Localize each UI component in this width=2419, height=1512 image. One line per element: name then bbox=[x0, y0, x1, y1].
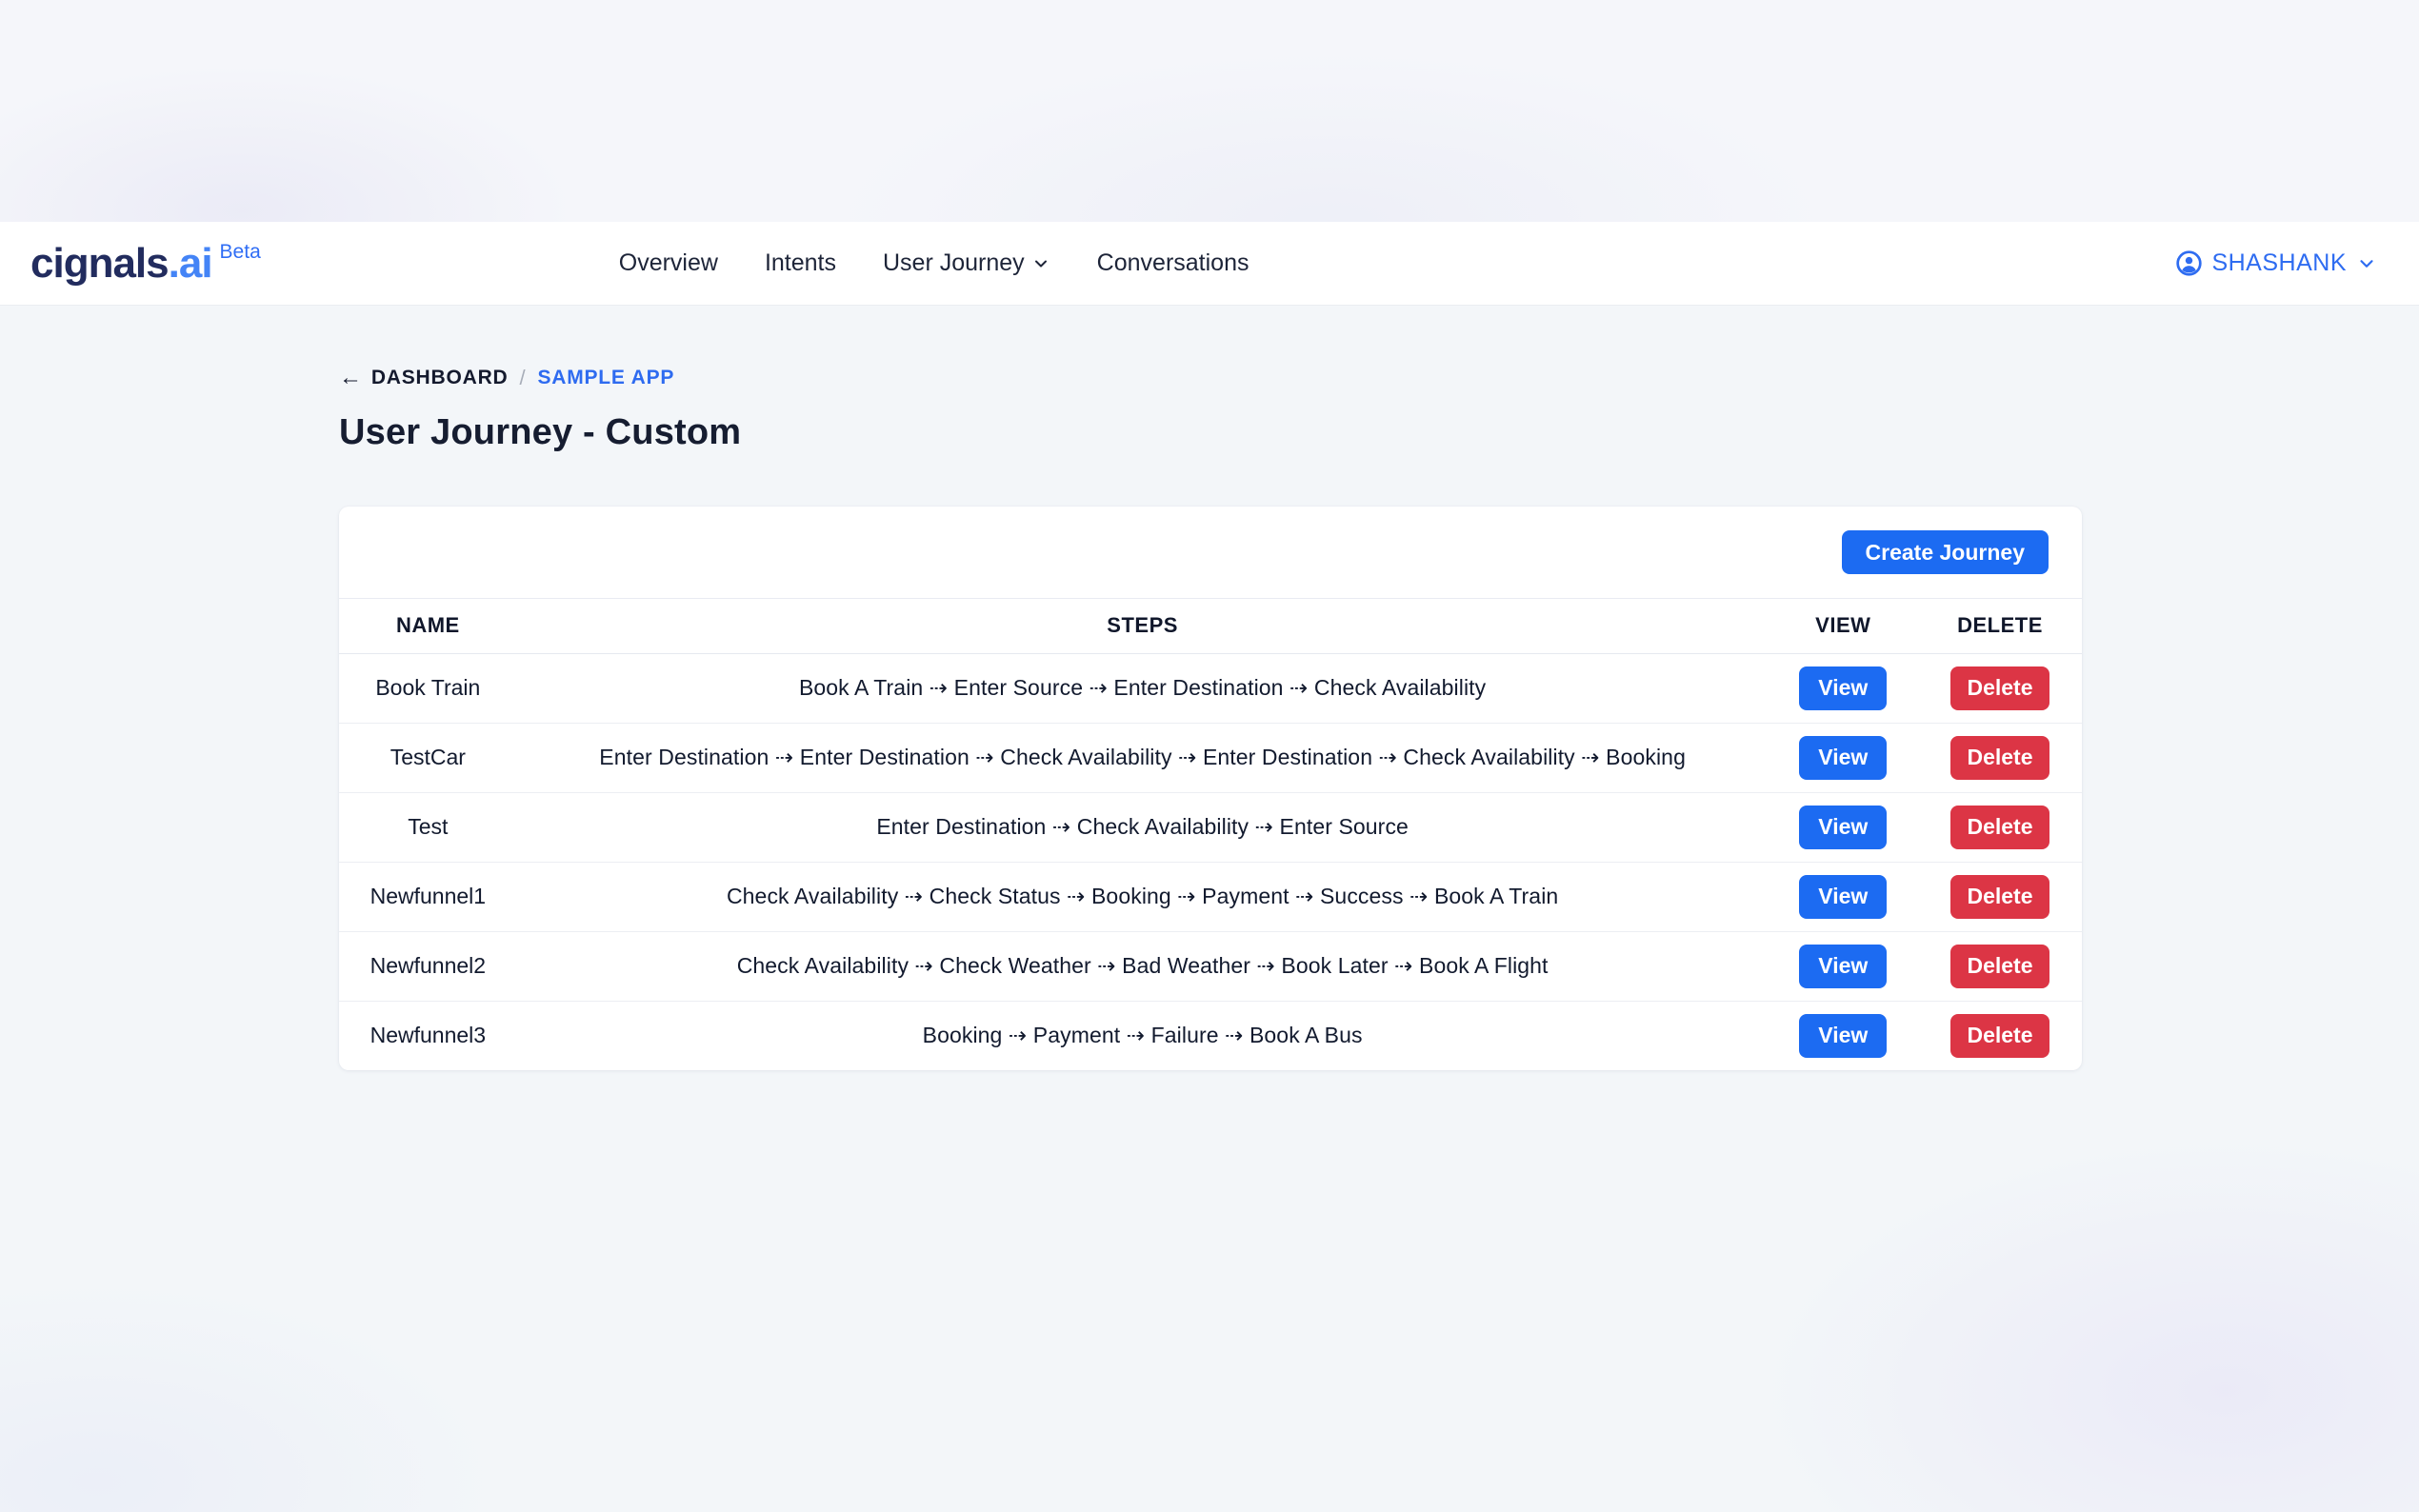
create-journey-button[interactable]: Create Journey bbox=[1841, 530, 2049, 574]
view-button[interactable]: View bbox=[1799, 1013, 1888, 1058]
journey-name: Newfunnel3 bbox=[370, 1023, 487, 1048]
nav-item-conversations[interactable]: Conversations bbox=[1097, 249, 1249, 277]
nav-item-label: Intents bbox=[764, 249, 836, 276]
table-row: Book Train Book A Train ⇢ Enter Source ⇢… bbox=[339, 653, 2082, 724]
user-menu[interactable]: SHASHANK bbox=[2176, 249, 2377, 277]
journey-steps: Check Availability ⇢ Check Weather ⇢ Bad… bbox=[516, 931, 1769, 1002]
journeys-table: NAME STEPS VIEW DELETE Book Train Book A… bbox=[339, 599, 2082, 1070]
journey-name: Book Train bbox=[339, 653, 517, 724]
user-avatar-icon bbox=[2176, 250, 2203, 276]
table-row: TestCar Enter Destination ⇢ Enter Destin… bbox=[339, 723, 2082, 793]
back-arrow-icon: ← bbox=[339, 365, 363, 390]
view-button[interactable]: View bbox=[1799, 666, 1888, 710]
journeys-card: Create Journey NAME STEPS VIEW DELETE Bo… bbox=[339, 507, 2082, 1070]
column-header-steps: STEPS bbox=[516, 599, 1769, 654]
table-row: Newfunnel1 Check Availability ⇢ Check St… bbox=[339, 862, 2082, 932]
nav-item-label: User Journey bbox=[883, 249, 1025, 276]
delete-button[interactable]: Delete bbox=[1949, 874, 2049, 919]
journey-name: TestCar bbox=[339, 723, 517, 793]
column-header-delete: DELETE bbox=[1917, 599, 2082, 654]
top-banner bbox=[0, 0, 2419, 222]
chevron-down-icon bbox=[1034, 260, 1047, 267]
table-header-row: NAME STEPS VIEW DELETE bbox=[339, 599, 2082, 654]
view-button[interactable]: View bbox=[1799, 944, 1888, 988]
table-row: Newfunnel3 Booking ⇢ Payment ⇢ Failure ⇢… bbox=[339, 1001, 2082, 1070]
chevron-down-icon bbox=[2360, 259, 2373, 268]
delete-button[interactable]: Delete bbox=[1949, 666, 2049, 710]
breadcrumb-dashboard-label: DASHBOARD bbox=[370, 367, 509, 388]
user-name: SHASHANK bbox=[2211, 249, 2347, 276]
journey-steps: Check Availability ⇢ Check Status ⇢ Book… bbox=[516, 862, 1769, 932]
table-row: Newfunnel2 Check Availability ⇢ Check We… bbox=[339, 931, 2082, 1002]
nav-item-user-journey[interactable]: User Journey bbox=[883, 249, 1050, 277]
page-content: ← DASHBOARD / SAMPLE APP User Journey - … bbox=[0, 306, 2419, 1070]
breadcrumb: ← DASHBOARD / SAMPLE APP bbox=[339, 365, 2419, 391]
card-toolbar: Create Journey bbox=[339, 507, 2082, 599]
journey-name: Test bbox=[339, 792, 517, 863]
view-button[interactable]: View bbox=[1799, 874, 1888, 919]
delete-button[interactable]: Delete bbox=[1949, 805, 2049, 849]
delete-button[interactable]: Delete bbox=[1949, 1013, 2049, 1058]
view-button[interactable]: View bbox=[1799, 805, 1888, 849]
table-row: Test Enter Destination ⇢ Check Availabil… bbox=[339, 792, 2082, 863]
journey-steps: Booking ⇢ Payment ⇢ Failure ⇢ Book A Bus bbox=[922, 1023, 1363, 1048]
main-nav: Overview Intents User Journey Conversati… bbox=[619, 249, 1249, 277]
brand-suffix: .ai bbox=[168, 239, 213, 287]
breadcrumb-separator: / bbox=[519, 366, 527, 389]
column-header-name: NAME bbox=[339, 599, 517, 654]
delete-button[interactable]: Delete bbox=[1949, 735, 2049, 780]
brand-logo[interactable]: cignals .ai Beta bbox=[30, 239, 261, 287]
journey-name: Newfunnel1 bbox=[339, 862, 517, 932]
navbar: cignals .ai Beta Overview Intents User Jo… bbox=[0, 222, 2419, 306]
beta-badge: Beta bbox=[219, 240, 261, 263]
nav-item-label: Overview bbox=[618, 249, 718, 276]
nav-item-intents[interactable]: Intents bbox=[765, 249, 836, 277]
journey-steps: Enter Destination ⇢ Enter Destination ⇢ … bbox=[516, 723, 1769, 793]
nav-item-overview[interactable]: Overview bbox=[619, 249, 718, 277]
brand-name: cignals bbox=[30, 239, 170, 287]
journey-steps: Book A Train ⇢ Enter Source ⇢ Enter Dest… bbox=[516, 653, 1769, 724]
breadcrumb-back-link[interactable]: ← DASHBOARD bbox=[339, 365, 509, 391]
journey-steps: Enter Destination ⇢ Check Availability ⇢… bbox=[516, 792, 1769, 863]
breadcrumb-sample-app-link[interactable]: SAMPLE APP bbox=[537, 367, 675, 388]
nav-item-label: Conversations bbox=[1096, 249, 1249, 276]
view-button[interactable]: View bbox=[1799, 735, 1888, 780]
delete-button[interactable]: Delete bbox=[1949, 944, 2049, 988]
column-header-view: VIEW bbox=[1768, 599, 1918, 654]
page-title: User Journey - Custom bbox=[339, 412, 742, 452]
journey-name: Newfunnel2 bbox=[339, 931, 517, 1002]
